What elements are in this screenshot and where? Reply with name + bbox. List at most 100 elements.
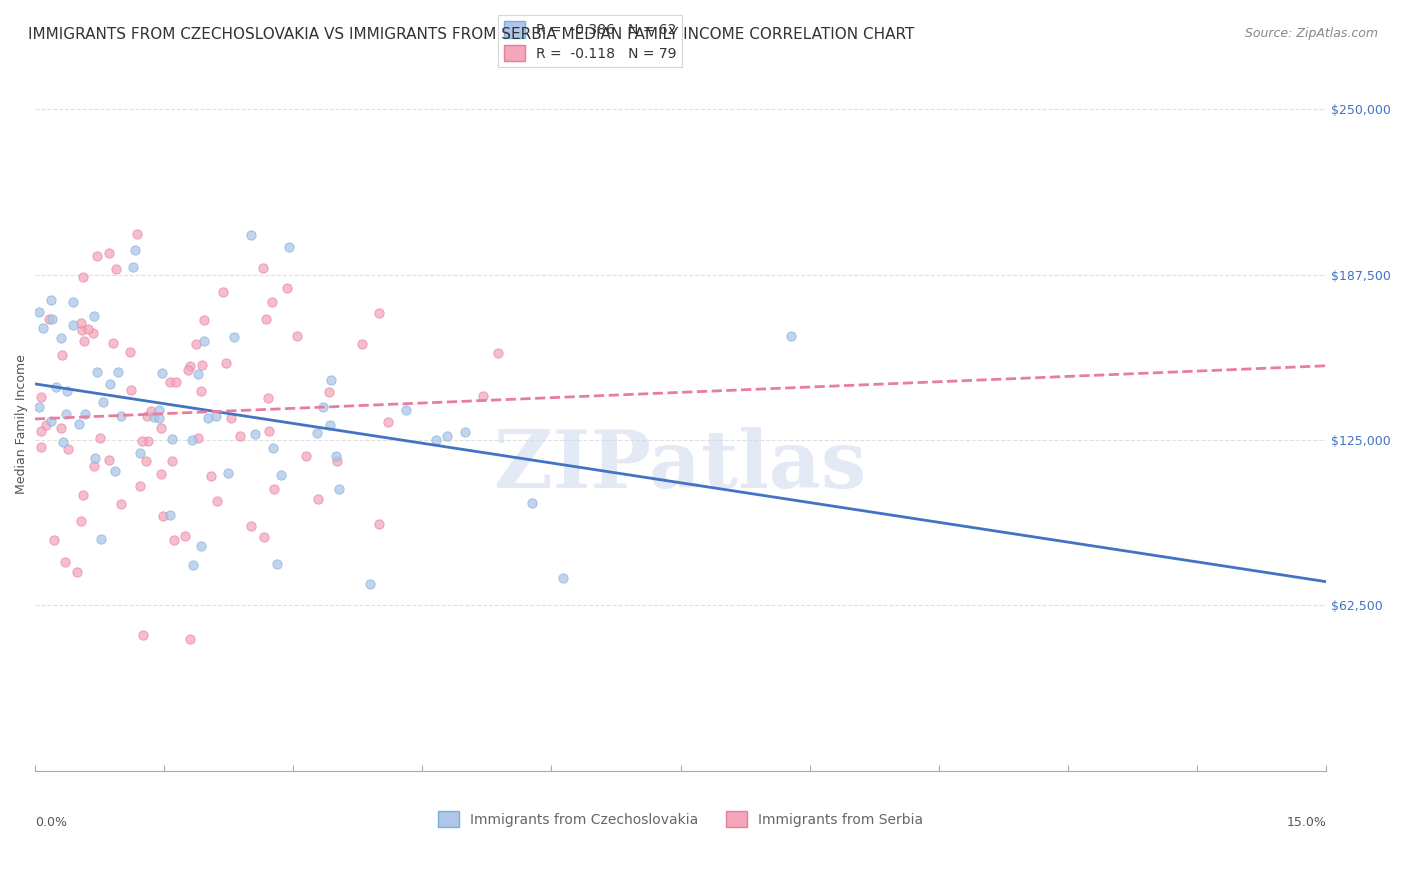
Point: [377, 415, 399, 429]
Point: [200, 469, 222, 483]
Point: [425, 433, 447, 447]
Point: [104, 464, 127, 478]
Point: [66, 565, 89, 579]
Point: [305, 425, 328, 440]
Point: [318, 384, 340, 399]
Point: [67, 417, 90, 431]
Point: [136, 434, 159, 449]
Point: [72, 488, 94, 502]
Point: [159, 375, 181, 389]
Point: [73, 407, 96, 421]
Point: [131, 434, 153, 448]
Point: [239, 519, 262, 533]
Point: [190, 539, 212, 553]
Point: [150, 420, 173, 434]
Point: [179, 359, 201, 373]
Point: [120, 344, 142, 359]
Point: [39, 293, 62, 307]
Point: [98, 376, 121, 391]
Point: [328, 482, 350, 496]
Point: [307, 491, 329, 506]
Point: [32, 320, 55, 334]
Point: [367, 306, 389, 320]
Point: [142, 410, 165, 425]
Point: [72, 322, 94, 336]
Point: [454, 425, 477, 440]
Point: [294, 450, 316, 464]
Point: [52, 435, 75, 450]
Point: [262, 442, 284, 456]
Point: [30, 440, 52, 454]
Point: [318, 417, 340, 432]
Point: [89, 431, 111, 445]
Point: [266, 557, 288, 571]
Point: [257, 424, 280, 438]
Point: [30, 424, 52, 438]
Point: [260, 295, 283, 310]
Point: [285, 328, 308, 343]
Point: [191, 358, 214, 372]
Point: [110, 409, 132, 424]
Point: [152, 509, 174, 524]
Point: [148, 410, 170, 425]
Point: [239, 227, 262, 242]
Point: [150, 467, 173, 481]
Point: [38, 312, 60, 326]
Point: [132, 628, 155, 642]
Legend: Immigrants from Czechoslovakia, Immigrants from Serbia: Immigrants from Czechoslovakia, Immigran…: [433, 805, 929, 833]
Point: [165, 376, 187, 390]
Point: [368, 517, 391, 532]
Text: 15.0%: 15.0%: [1286, 815, 1326, 829]
Text: 0.0%: 0.0%: [35, 815, 67, 829]
Point: [176, 363, 198, 377]
Point: [124, 243, 146, 257]
Point: [56, 384, 79, 398]
Point: [395, 403, 418, 417]
Point: [45, 380, 67, 394]
Point: [174, 529, 197, 543]
Point: [51, 348, 73, 362]
Point: [472, 389, 495, 403]
Text: IMMIGRANTS FROM CZECHOSLOVAKIA VS IMMIGRANTS FROM SERBIA MEDIAN FAMILY INCOME CO: IMMIGRANTS FROM CZECHOSLOVAKIA VS IMMIGR…: [28, 27, 914, 42]
Point: [90, 532, 112, 546]
Point: [77, 322, 100, 336]
Point: [150, 366, 173, 380]
Point: [276, 281, 298, 295]
Point: [73, 334, 96, 348]
Point: [350, 336, 373, 351]
Point: [520, 495, 543, 509]
Point: [62, 295, 84, 310]
Text: Source: ZipAtlas.com: Source: ZipAtlas.com: [1244, 27, 1378, 40]
Point: [180, 433, 202, 447]
Point: [30, 390, 52, 404]
Point: [160, 432, 183, 446]
Point: [359, 576, 381, 591]
Point: [190, 384, 212, 399]
Point: [135, 409, 157, 424]
Point: [97, 453, 120, 467]
Point: [181, 558, 204, 573]
Point: [70, 316, 93, 330]
Point: [28, 305, 51, 319]
Point: [62, 318, 84, 332]
Point: [82, 326, 104, 340]
Point: [270, 467, 292, 482]
Point: [205, 409, 228, 424]
Point: [326, 454, 349, 468]
Point: [51, 421, 73, 435]
Point: [55, 407, 77, 421]
Point: [207, 494, 229, 508]
Point: [551, 571, 574, 585]
Point: [325, 449, 347, 463]
Point: [139, 403, 162, 417]
Text: ZIPatlas: ZIPatlas: [495, 426, 866, 505]
Point: [86, 249, 108, 263]
Point: [35, 418, 58, 433]
Point: [58, 442, 80, 456]
Point: [179, 632, 201, 646]
Point: [278, 240, 301, 254]
Point: [193, 334, 215, 349]
Point: [187, 431, 209, 445]
Y-axis label: Median Family Income: Median Family Income: [15, 354, 28, 494]
Point: [128, 445, 150, 459]
